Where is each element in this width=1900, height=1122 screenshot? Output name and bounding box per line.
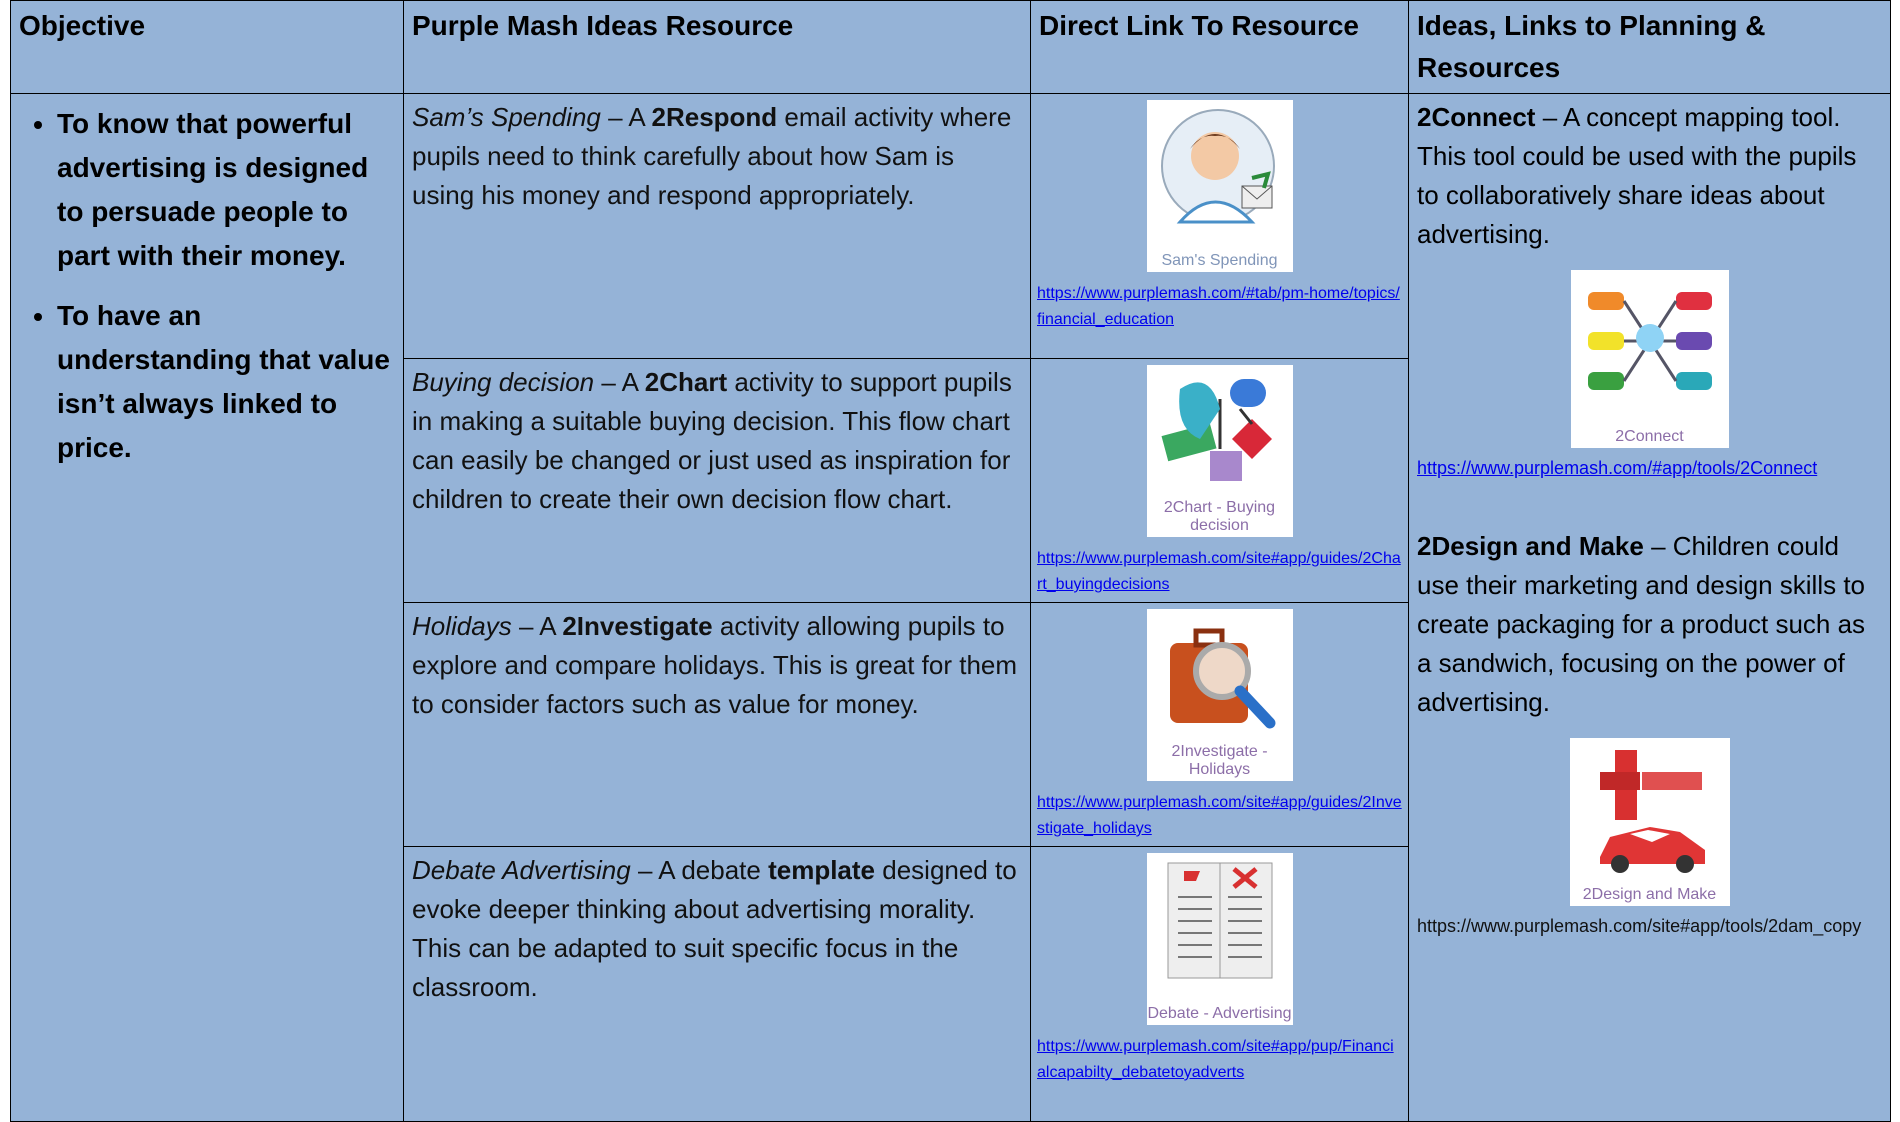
idea-text: – Children could use their marketing and…: [1417, 531, 1866, 717]
resource-cell: Buying decision – A 2Chart activity to s…: [403, 358, 1031, 603]
resource-cell: Holidays – A 2Investigate activity allow…: [403, 602, 1031, 847]
idea-name: 2Connect: [1417, 102, 1536, 132]
resource-table: Objective Purple Mash Ideas Resource Dir…: [10, 0, 1891, 1122]
thumbnail: 2Investigate - Holidays: [1146, 609, 1293, 781]
thumbnail-caption: 2Design and Make: [1582, 886, 1717, 903]
row: Debate Advertising – A debate template d…: [11, 846, 1891, 1122]
row: Holidays – A 2Investigate activity allow…: [11, 602, 1891, 847]
icon: [1167, 862, 1272, 979]
header-cell: Direct Link To Resource: [1030, 0, 1409, 94]
resource-lead: – A debate: [637, 855, 761, 885]
resource-app: 2Respond: [651, 102, 778, 132]
idea: 2Connect – A concept mapping tool. This …: [1417, 98, 1882, 254]
resource-text: activity allowing pupils to explore and …: [412, 611, 1018, 719]
row: Buying decision – A 2Chart activity to s…: [11, 358, 1891, 603]
resource-cell: Sam’s Spending – A 2Respond email activi…: [403, 93, 1031, 359]
page: {"header":["Objective","Purple Mash Idea…: [0, 0, 1900, 1093]
objective: To know that powerful advertising is des…: [57, 102, 395, 278]
header-row: Objective Purple Mash Ideas Resource Dir…: [10, 0, 1891, 94]
resource-cell: Debate Advertising – A debate template d…: [403, 846, 1031, 1122]
link-cell: Sam's Spending https://www.purplemash.co…: [1030, 93, 1409, 359]
objective: To have an understanding that value isn’…: [57, 294, 395, 470]
ideas-cell: 2Connect – A concept mapping tool. This …: [1408, 93, 1891, 1122]
icon: [1161, 379, 1272, 481]
thumbnail: Sam's Spending: [1146, 100, 1293, 272]
idea-link-text: https://www.purplemash.com/site#app/tool…: [1417, 916, 1862, 936]
resource-lead: – A: [608, 102, 645, 132]
resource-text: designed to evoke deeper thinking about …: [412, 855, 1017, 1002]
resource-link[interactable]: https://www.purplemash.com/site#app/guid…: [1037, 550, 1401, 593]
objective-list: To know that powerful advertising is des…: [19, 102, 395, 470]
header-cell: Purple Mash Ideas Resource: [403, 0, 1031, 94]
idea: 2Design and Make – Children could use th…: [1417, 527, 1882, 722]
resource-app: 2Chart: [644, 367, 728, 397]
thumbnail-caption: 2Chart - Buying decision: [1163, 499, 1276, 534]
row: To know that powerful advertising is des…: [10, 93, 1891, 1122]
thumbnail-caption: Sam's Spending: [1161, 252, 1278, 269]
resource-app: 2Investigate: [562, 611, 713, 641]
idea-name: 2Design and Make: [1417, 531, 1644, 561]
link-cell: 2Chart - Buying decision https://www.pur…: [1030, 358, 1409, 603]
icon: [1169, 628, 1275, 729]
idea-link[interactable]: https://www.purplemash.com/#app/tools/2C…: [1417, 458, 1818, 478]
resource-text: activity to support pupils in making a s…: [412, 367, 1012, 514]
header-cell: Ideas, Links to Planning & Resources: [1408, 0, 1891, 94]
resource-link[interactable]: https://www.purplemash.com/#tab/pm-home/…: [1037, 285, 1400, 328]
thumbnail: Debate - Advertising: [1146, 853, 1293, 1025]
idea-thumb-wrap: 2Design and Make: [1417, 736, 1882, 911]
link-cell: Debate - Advertising https://www.purplem…: [1030, 846, 1409, 1122]
thumbnail-caption: 2Investigate - Holidays: [1171, 743, 1268, 778]
thumbnail-caption: 2Connect: [1615, 428, 1684, 445]
idea-text: – A concept mapping tool. This tool coul…: [1417, 102, 1857, 249]
thumbnail: 2Chart - Buying decision: [1146, 365, 1293, 537]
icon: [1160, 109, 1275, 224]
resource-link[interactable]: https://www.purplemash.com/site#app/pup/…: [1037, 1038, 1394, 1081]
icon: [1587, 292, 1712, 390]
icon: [1599, 750, 1705, 873]
header-cell: Objective: [10, 0, 404, 94]
thumbnail: 2Design and Make: [1569, 738, 1730, 906]
thumbnail: 2Connect: [1570, 270, 1729, 448]
resource-lead: – A: [518, 611, 556, 641]
resource-link[interactable]: https://www.purplemash.com/site#app/guid…: [1037, 794, 1402, 837]
resource-lead: – A: [601, 367, 638, 397]
resource-text: email activity where pupils need to thin…: [412, 102, 1012, 210]
link-cell: 2Investigate - Holidays https://www.purp…: [1030, 602, 1409, 847]
idea-thumb-wrap: 2Connect: [1417, 268, 1882, 453]
resource-title: Debate Advertising: [412, 855, 631, 885]
thumbnail-caption: Debate - Advertising: [1147, 1005, 1292, 1022]
resource-title: Holidays: [412, 611, 512, 641]
resource-title: Sam’s Spending: [412, 102, 601, 132]
objective-cell: To know that powerful advertising is des…: [10, 93, 404, 1122]
resource-title: Buying decision: [412, 367, 595, 397]
resource-app: template: [768, 855, 876, 885]
